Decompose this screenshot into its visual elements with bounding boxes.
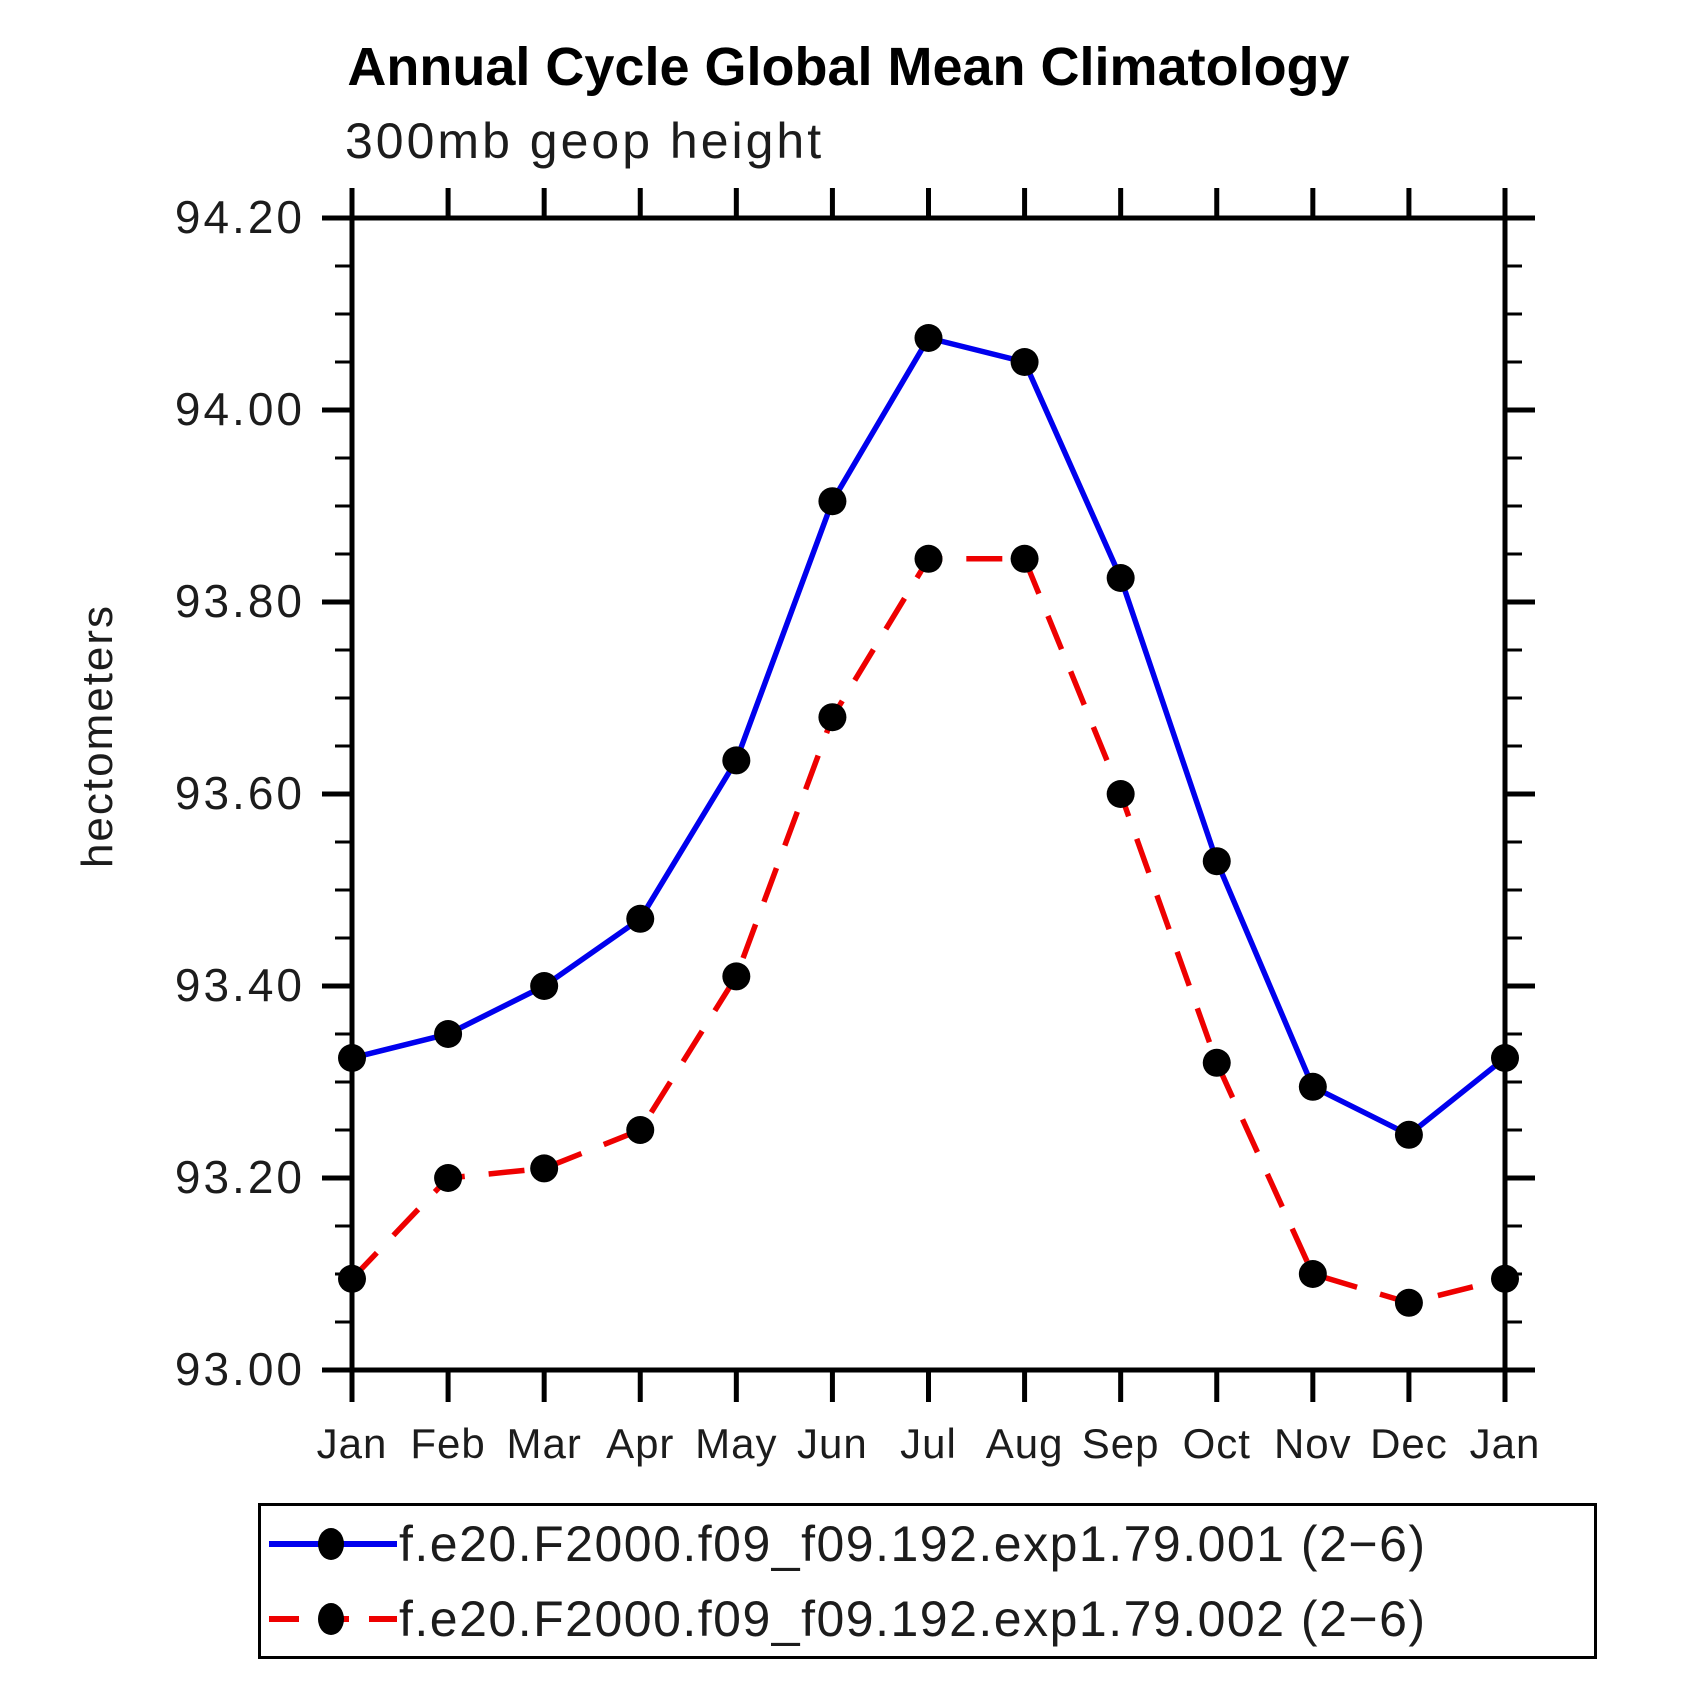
data-point-marker [1010,348,1039,376]
data-point-marker [1106,564,1135,592]
data-point-marker [530,1154,559,1183]
data-point-marker [338,1044,366,1072]
y-tick-label: 94.00 [175,383,305,435]
x-tick-label: Apr [606,1420,674,1467]
data-point-marker [1010,544,1039,573]
x-tick-label: Oct [1183,1420,1251,1467]
series-line-0 [351,334,1507,1139]
y-tick-label: 94.20 [175,191,305,243]
data-point-marker [914,324,943,352]
legend: f.e20.F2000.f09_f09.192.exp1.79.001 (2−6… [258,1503,1597,1659]
legend-line-sample-dashed [269,1602,397,1635]
y-tick-label: 93.00 [175,1343,305,1395]
x-tick-label: Sep [1082,1420,1160,1467]
data-point-marker [530,972,559,1000]
legend-label: f.e20.F2000.f09_f09.192.exp1.79.002 (2−6… [399,1590,1427,1647]
chart-title: Annual Cycle Global Mean Climatology [347,37,1350,97]
data-point-marker [818,487,847,516]
legend-line-sample-solid [269,1527,397,1560]
data-point-marker [1491,1264,1519,1293]
x-tick-label: Jun [797,1420,868,1467]
chart-subtitle: 300mb geop height [345,113,825,169]
series-line-1 [350,556,1506,1306]
legend-label: f.e20.F2000.f09_f09.192.exp1.79.001 (2−6… [399,1515,1427,1572]
data-point-marker [626,1116,655,1144]
x-tick-label: Aug [986,1420,1064,1467]
data-point-marker [914,544,943,573]
data-point-marker [818,703,847,732]
x-tick-label: Dec [1370,1420,1448,1467]
data-point-marker [1298,1260,1327,1288]
x-tick-label: Nov [1274,1420,1352,1467]
data-point-marker [434,1164,463,1192]
y-tick-label: 93.60 [175,767,305,819]
x-tick-label: Jul [900,1420,957,1467]
data-point-marker [338,1264,366,1293]
y-axis-title: hectometers [73,604,122,868]
legend-entry: f.e20.F2000.f09_f09.192.exp1.79.002 (2−6… [261,1583,1594,1655]
legend-entry: f.e20.F2000.f09_f09.192.exp1.79.001 (2−6… [261,1508,1594,1580]
data-point-marker [1106,780,1135,808]
data-point-marker [434,1020,463,1048]
y-tick-label: 93.20 [175,1151,305,1203]
data-point-marker [1394,1120,1423,1149]
data-point-marker [626,904,655,933]
data-point-marker [1394,1288,1423,1317]
y-tick-label: 93.40 [175,959,305,1011]
data-point-marker [1202,847,1231,876]
data-point-marker [1202,1048,1231,1077]
legend-marker [318,1602,344,1635]
data-point-marker [722,746,751,775]
x-tick-label: Jan [317,1420,388,1467]
data-point-marker [1298,1072,1327,1101]
x-tick-label: Jan [1470,1420,1541,1467]
data-point-marker [1491,1044,1519,1072]
y-tick-label: 93.80 [175,575,305,627]
x-tick-label: May [695,1420,777,1467]
legend-marker [318,1527,344,1560]
data-point-marker [722,962,751,991]
x-tick-label: Feb [410,1420,485,1467]
x-tick-label: Mar [506,1420,581,1467]
